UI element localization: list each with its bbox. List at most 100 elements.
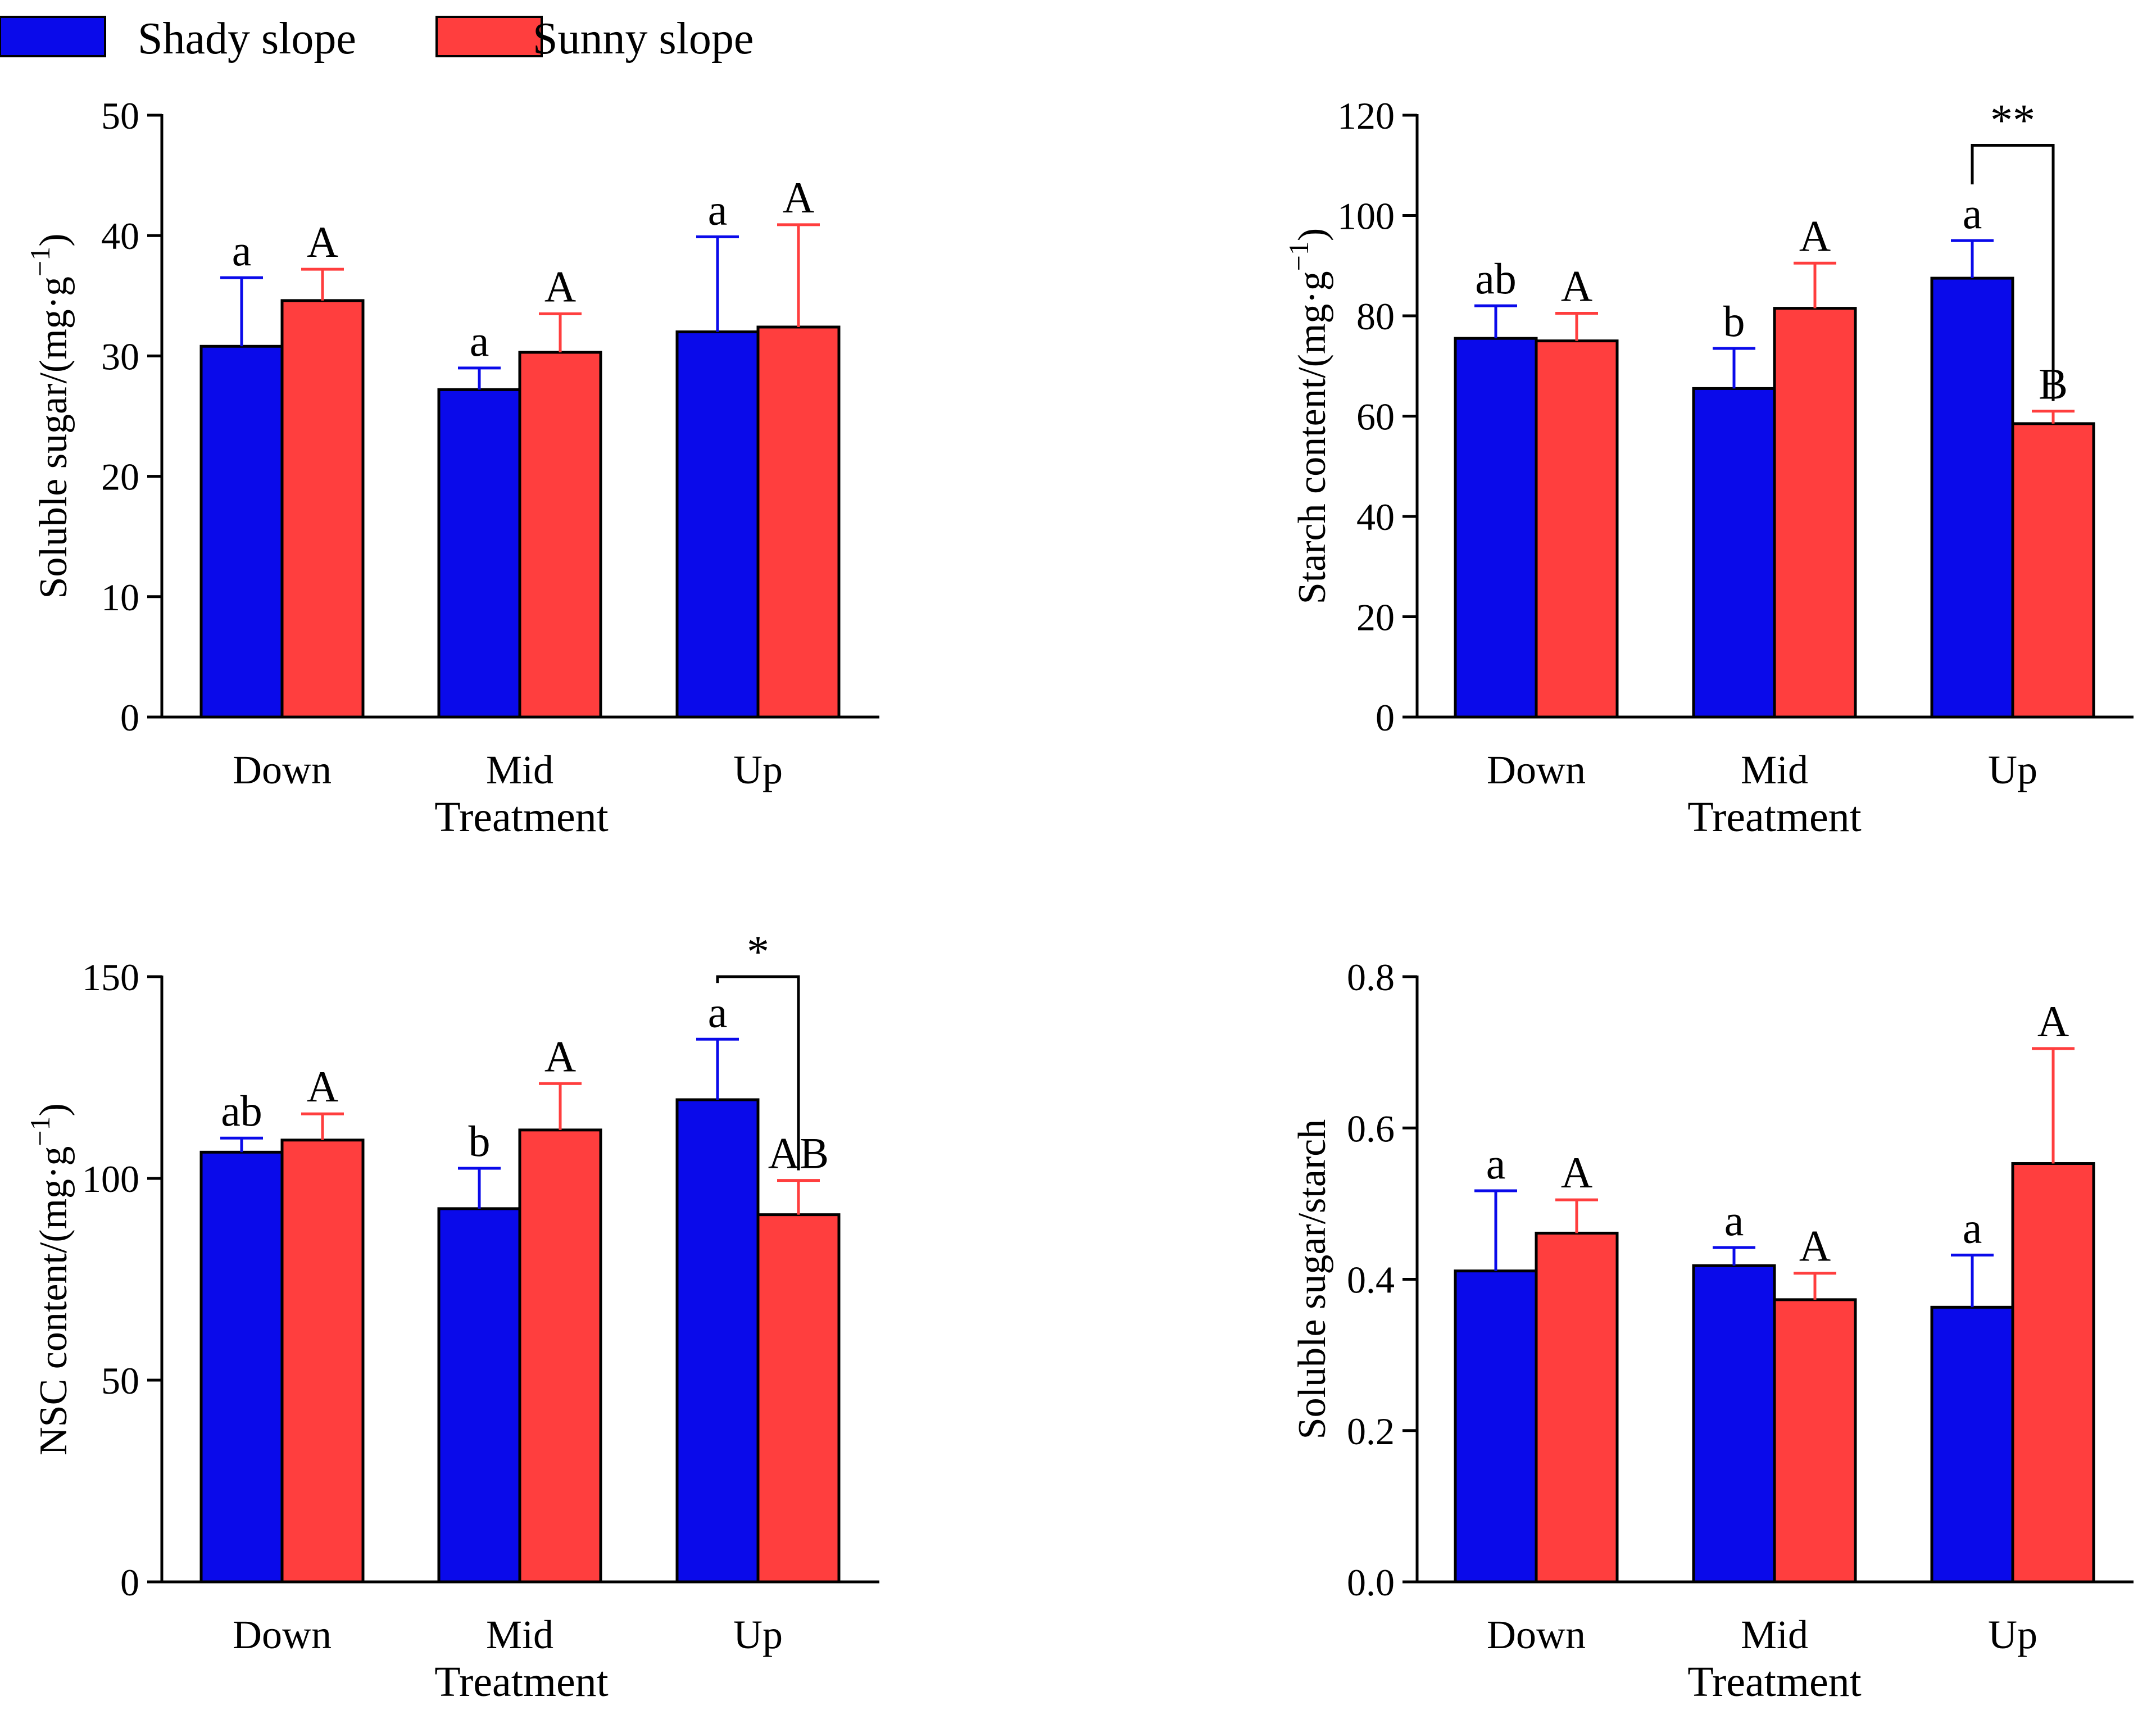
letter-shady-mid: b (469, 1117, 491, 1165)
y-axis-title-main: Soluble sugar/starch (1291, 1119, 1334, 1440)
y-tick-label: 120 (1337, 94, 1395, 137)
y-axis-title: NSC content/(mg·g−1) (24, 1103, 75, 1455)
bar-sunny-up (756, 325, 841, 719)
y-axis-title: Starch content/(mg·g−1) (1283, 228, 1334, 604)
letter-shady-mid: a (1724, 1196, 1744, 1245)
x-category-mid: Mid (486, 747, 553, 792)
letter-sunny-up: A (2037, 997, 2069, 1046)
y-tick-label: 0.4 (1347, 1259, 1395, 1301)
bar-sunny-mid (1773, 307, 1857, 719)
y-tick-label: 0.2 (1347, 1410, 1395, 1453)
bar-sunny-up (2011, 1162, 2095, 1584)
y-axis-title-close: ) (32, 1103, 75, 1116)
bar-shady-down (199, 1150, 284, 1584)
legend-swatch-sunny (435, 16, 543, 57)
bar-sunny-down (280, 299, 365, 719)
x-category-down: Down (1487, 1612, 1586, 1657)
bar-shady-down (199, 344, 284, 719)
y-axis-title-main: Soluble sugar/(mg·g (32, 276, 75, 599)
y-tick-label: 100 (1337, 195, 1395, 238)
y-tick-label: 0 (120, 1561, 139, 1604)
y-tick-label: 30 (101, 335, 139, 378)
letter-shady-down: a (1486, 1139, 1506, 1188)
significance-bracket-1 (716, 975, 800, 1171)
y-tick-label: 20 (101, 456, 139, 498)
bar-shady-up (1930, 276, 2014, 719)
bar-shady-mid (437, 1207, 521, 1584)
bar-shady-down (1454, 337, 1538, 719)
letter-shady-down: ab (221, 1086, 262, 1135)
letter-sunny-down: A (307, 1062, 338, 1111)
y-tick-label: 0.6 (1347, 1107, 1395, 1150)
letter-sunny-mid: A (1799, 211, 1831, 260)
letter-shady-up: a (1963, 189, 1982, 238)
y-tick-label: 0.8 (1347, 956, 1395, 999)
chart-panel-4: a a a A A A 0.0 0.2 0.4 0.6 0.8 Down Mid Up Treatment S… (1291, 956, 2134, 1706)
significance-label-1: ** (1990, 96, 2035, 146)
letter-sunny-mid: A (544, 262, 576, 311)
bar-sunny-mid (518, 1128, 602, 1584)
y-tick-label: 60 (1356, 396, 1395, 438)
letter-shady-up: a (708, 185, 728, 234)
y-axis-title-main: Starch content/(mg·g (1291, 271, 1334, 604)
y-axis-title-main: NSC content/(mg·g (32, 1146, 75, 1455)
letter-sunny-down: A (1561, 262, 1592, 311)
letter-shady-mid: a (470, 316, 489, 365)
x-category-up: Up (733, 747, 783, 792)
y-axis-title: Soluble sugar/starch (1291, 1119, 1334, 1440)
x-category-up: Up (1988, 1612, 2037, 1657)
letter-shady-down: ab (1475, 254, 1517, 303)
y-tick-label: 40 (101, 215, 139, 257)
x-category-mid: Mid (1741, 747, 1808, 792)
x-axis-title: Treatment (434, 793, 609, 841)
legend-swatch-shady (0, 16, 106, 57)
x-category-down: Down (233, 1612, 332, 1657)
y-tick-label: 0 (120, 696, 139, 739)
y-tick-label: 0 (1376, 696, 1395, 739)
bar-sunny-mid (1773, 1298, 1857, 1584)
legend: Shady slope Sunny slope (0, 14, 754, 64)
letter-sunny-mid: A (1799, 1222, 1831, 1271)
bar-sunny-up (2011, 422, 2095, 719)
y-tick-label: 10 (101, 576, 139, 619)
x-axis-title: Treatment (1687, 1658, 1862, 1706)
x-axis-title: Treatment (434, 1658, 609, 1706)
y-tick-label: 50 (101, 1359, 139, 1402)
x-category-down: Down (1487, 747, 1586, 792)
bar-sunny-down (280, 1139, 365, 1584)
significance-bracket-1 (1971, 144, 2055, 401)
x-category-down: Down (233, 747, 332, 792)
y-axis-title: Soluble sugar/(mg·g−1) (24, 233, 75, 598)
chart-panel-1: a a a A A A 0 10 20 30 40 50 Down Mid Up Treatment Solub… (24, 94, 879, 841)
y-tick-label: 20 (1356, 596, 1395, 639)
bar-shady-up (1930, 1305, 2014, 1584)
y-axis-title-superscript: −1 (24, 1116, 56, 1146)
bar-shady-mid (1692, 1264, 1776, 1584)
x-axis-title: Treatment (1687, 793, 1862, 841)
x-category-up: Up (1988, 747, 2037, 792)
x-category-up: Up (733, 1612, 783, 1657)
y-tick-label: 50 (101, 94, 139, 137)
x-category-mid: Mid (1741, 1612, 1808, 1657)
y-axis-title-close: ) (32, 233, 75, 246)
y-tick-label: 0.0 (1347, 1561, 1395, 1604)
x-category-mid: Mid (486, 1612, 553, 1657)
y-tick-label: 150 (82, 956, 139, 999)
y-axis-title-superscript: −1 (1283, 241, 1314, 271)
legend-label-shady: Shady slope (138, 14, 356, 64)
bar-shady-up (675, 330, 760, 719)
bar-sunny-down (1535, 1231, 1619, 1584)
bar-shady-mid (1692, 387, 1776, 719)
letter-shady-up: a (1963, 1203, 1982, 1252)
letter-sunny-down: A (307, 217, 338, 266)
letter-shady-mid: b (1723, 297, 1745, 346)
bar-sunny-up (756, 1213, 841, 1584)
letter-sunny-up: A (783, 173, 814, 222)
bar-sunny-mid (518, 351, 602, 719)
y-axis-title-close: ) (1291, 228, 1334, 241)
y-tick-label: 100 (82, 1158, 139, 1200)
letter-shady-up: a (708, 987, 728, 1036)
